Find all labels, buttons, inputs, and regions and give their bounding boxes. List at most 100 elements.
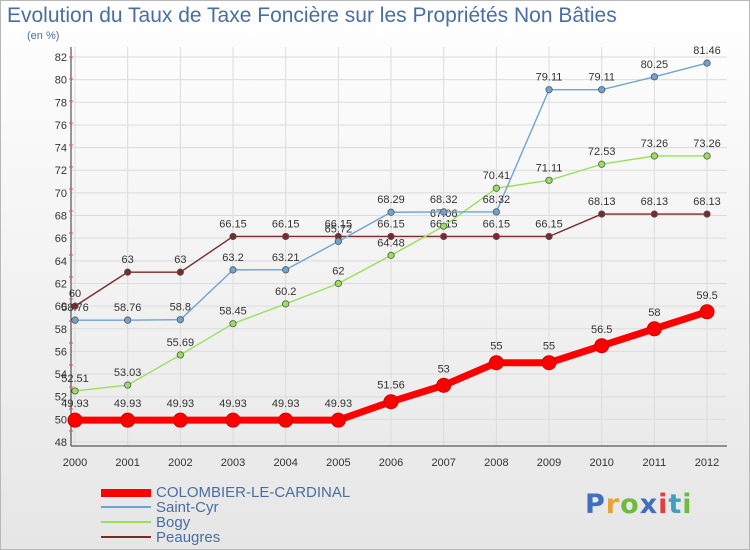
- data-point: [598, 86, 606, 94]
- chart-subtitle: (en %): [27, 30, 60, 42]
- data-label: 59.5: [696, 290, 717, 302]
- data-label: 79.11: [536, 72, 563, 84]
- data-label: 68.29: [377, 194, 405, 206]
- proxiti-letter: i: [682, 489, 693, 520]
- data-point: [124, 381, 132, 389]
- data-label: 70.41: [483, 170, 511, 182]
- proxiti-letter: i: [658, 489, 669, 520]
- data-point: [646, 321, 662, 337]
- data-label: 66.15: [219, 218, 247, 230]
- data-point: [545, 86, 553, 94]
- x-tick-label: 2009: [537, 457, 561, 469]
- data-label: 71.11: [536, 162, 563, 174]
- data-point: [124, 316, 132, 324]
- y-tick-label: 50: [55, 414, 67, 426]
- x-tick-label: 2001: [115, 457, 139, 469]
- data-point: [176, 351, 184, 359]
- data-point: [703, 152, 711, 160]
- legend-label-bogy: Bogy: [156, 514, 191, 531]
- data-point: [594, 338, 610, 354]
- data-point: [488, 355, 504, 371]
- data-label: 49.93: [167, 398, 195, 410]
- x-axis-ticks: 2000 2001 2002 2003 2004 2005 2006 2007 2008 2009…: [63, 457, 720, 469]
- proxiti-letter: P: [585, 489, 606, 520]
- data-point: [124, 268, 132, 276]
- data-label: 68.32: [430, 194, 458, 206]
- y-tick-label: 58: [55, 324, 67, 336]
- legend-label-colombier: COLOMBIER-LE-CARDINAL: [156, 484, 351, 501]
- data-point: [440, 208, 448, 216]
- data-point: [650, 73, 658, 81]
- data-label: 66.15: [535, 218, 563, 230]
- data-point: [492, 208, 500, 216]
- y-axis-ticks: 48 50 52 54 56 58 60 62 64 66 68 70 72 74 76 78 80 82: [55, 52, 67, 449]
- data-point: [545, 176, 553, 184]
- data-label: 63.21: [272, 252, 300, 264]
- x-tick-label: 2002: [168, 457, 192, 469]
- data-label: 55.69: [167, 337, 195, 349]
- data-label: 60.2: [275, 286, 296, 298]
- data-label: 68.13: [693, 196, 721, 208]
- y-tick-label: 62: [55, 278, 67, 290]
- proxiti-letter: o: [620, 489, 640, 520]
- data-label: 53: [438, 363, 450, 375]
- y-tick-label: 68: [55, 211, 67, 223]
- data-point: [330, 412, 346, 428]
- data-point: [598, 160, 606, 168]
- data-point: [541, 355, 557, 371]
- data-point: [71, 387, 79, 395]
- proxiti-letter: t: [668, 489, 683, 520]
- y-tick-label: 52: [55, 392, 67, 404]
- y-tick-label: 60: [55, 301, 67, 313]
- data-label: 51.56: [377, 380, 405, 392]
- data-point: [334, 237, 342, 245]
- data-point: [229, 266, 237, 274]
- data-label: 58.76: [61, 302, 89, 314]
- grid-lines: [71, 47, 727, 446]
- data-point: [545, 232, 553, 241]
- data-label: 58.8: [170, 302, 191, 314]
- legend-label-peaugres: Peaugres: [156, 529, 221, 546]
- data-point: [120, 412, 136, 428]
- data-point: [699, 304, 715, 320]
- legend-swatch-peaugres: [101, 536, 151, 538]
- data-point: [71, 316, 79, 324]
- data-label: 66.15: [272, 218, 300, 230]
- y-tick-label: 78: [55, 97, 67, 109]
- y-tick-label: 72: [55, 165, 67, 177]
- series-saint-cyr: 58.76 58.76 58.8 63.2 63.21 65.72 68.29 68.32 68…: [61, 45, 721, 324]
- y-tick-label: 82: [55, 52, 67, 64]
- data-point: [282, 300, 290, 308]
- data-label: 63.2: [222, 252, 243, 264]
- series-peaugres: 60636366.1566.1566.1566.1566.1566.1566.1…: [69, 196, 721, 310]
- proxiti-letter: r: [605, 489, 621, 520]
- data-point: [387, 251, 395, 259]
- y-tick-label: 74: [55, 143, 67, 155]
- axes: [69, 47, 727, 447]
- x-tick-label: 2008: [484, 457, 508, 469]
- data-point: [703, 59, 711, 67]
- data-label: 68.13: [641, 196, 669, 208]
- data-point: [387, 208, 395, 216]
- data-label: 63: [122, 254, 134, 266]
- data-label: 58: [648, 307, 660, 319]
- data-point: [492, 232, 500, 241]
- data-point: [703, 210, 711, 218]
- series-group: 60636366.1566.1566.1566.1566.1566.1566.1…: [61, 45, 721, 428]
- data-label: 65.72: [325, 223, 353, 235]
- legend-swatch-bogy: [101, 521, 151, 523]
- data-point: [176, 268, 184, 276]
- data-label: 63: [174, 254, 186, 266]
- y-tick-label: 76: [55, 120, 67, 132]
- series-bogy: 52.5153.0355.6958.4560.26264.4867.0670.4…: [61, 138, 721, 395]
- data-label: 72.53: [588, 146, 616, 158]
- data-label: 80.25: [641, 59, 669, 71]
- y-tick-label: 64: [55, 256, 67, 268]
- y-tick-label: 80: [55, 75, 67, 87]
- data-point: [67, 412, 83, 428]
- y-tick-label: 48: [55, 437, 67, 449]
- data-label: 81.46: [693, 45, 721, 57]
- x-tick-label: 2011: [643, 457, 667, 469]
